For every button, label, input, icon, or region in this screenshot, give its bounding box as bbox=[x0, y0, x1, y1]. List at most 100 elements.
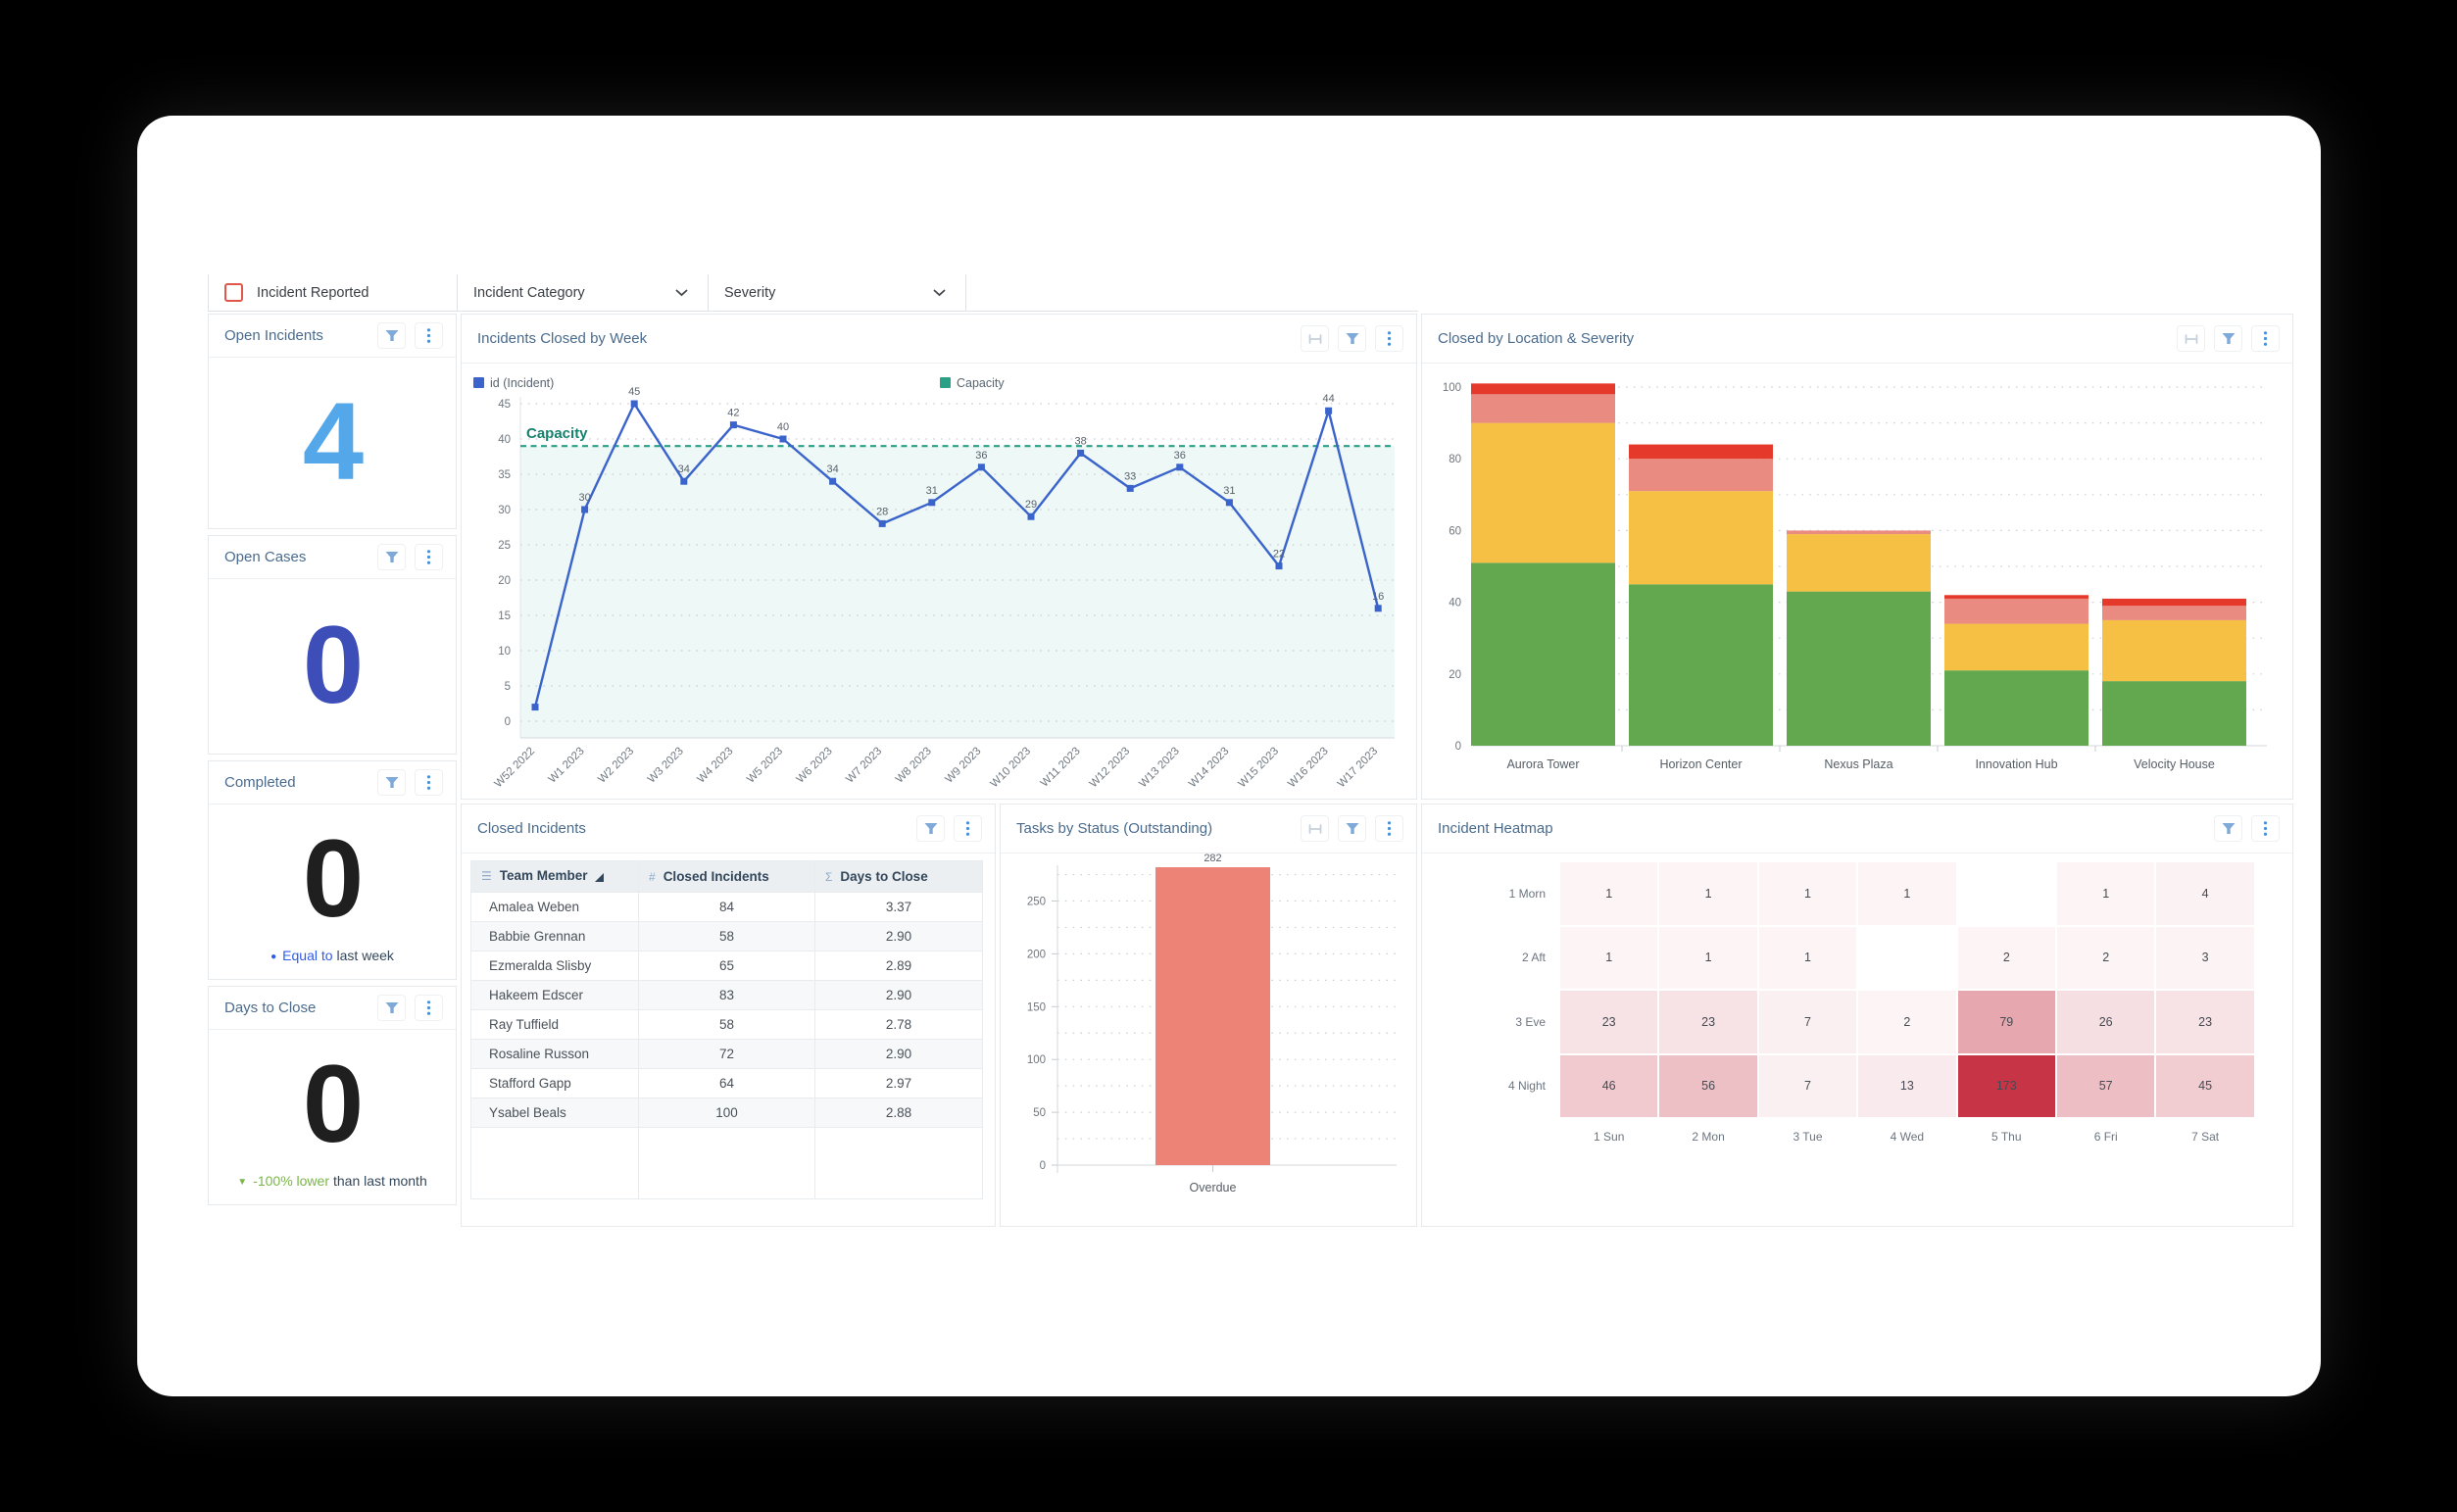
heatmap-cell[interactable]: 26 bbox=[2057, 991, 2155, 1053]
bar-segment-amber[interactable] bbox=[1471, 422, 1615, 563]
heatmap-cell[interactable]: 1 bbox=[1858, 862, 1956, 925]
bar-segment-amber[interactable] bbox=[2102, 619, 2246, 682]
filter-icon[interactable] bbox=[377, 322, 406, 349]
heatmap-cell[interactable]: 2 bbox=[2057, 926, 2155, 989]
table-row[interactable]: Stafford Gapp 64 2.97 bbox=[470, 1068, 983, 1098]
data-point[interactable] bbox=[829, 477, 837, 485]
filter-incident-reported[interactable]: Incident Reported bbox=[208, 274, 457, 311]
heatmap-cell[interactable]: 173 bbox=[1957, 1054, 2055, 1117]
data-point[interactable] bbox=[1027, 512, 1035, 520]
bar-segment-red[interactable] bbox=[1944, 595, 2088, 599]
data-point[interactable] bbox=[1225, 499, 1233, 507]
filter-incident-category[interactable]: Incident Category bbox=[457, 274, 708, 311]
heatmap-cell[interactable]: 1 bbox=[1560, 926, 1658, 989]
heatmap-cell[interactable]: 1 bbox=[2057, 862, 2155, 925]
heatmap-cell[interactable]: 23 bbox=[2156, 991, 2254, 1053]
heatmap-cell[interactable]: 1 bbox=[1659, 926, 1757, 989]
bar-segment-amber[interactable] bbox=[1787, 534, 1931, 592]
bar-segment-red[interactable] bbox=[1629, 444, 1773, 460]
filter-severity[interactable]: Severity bbox=[708, 274, 966, 311]
heatmap-cell[interactable]: 23 bbox=[1560, 991, 1658, 1053]
table-row[interactable]: Hakeem Edscer 83 2.90 bbox=[470, 980, 983, 1010]
heatmap-cell[interactable]: 45 bbox=[2156, 1054, 2254, 1117]
filter-icon[interactable] bbox=[916, 815, 945, 842]
data-point[interactable] bbox=[1176, 463, 1184, 471]
column-header[interactable]: # Closed Incidents bbox=[638, 860, 815, 893]
table-row[interactable]: Ysabel Beals 100 2.88 bbox=[470, 1097, 983, 1128]
kebab-icon[interactable] bbox=[1375, 815, 1403, 842]
heatmap-cell[interactable]: 2 bbox=[1858, 991, 1956, 1053]
heatmap-cell[interactable] bbox=[1958, 862, 2055, 925]
fit-icon[interactable] bbox=[1301, 325, 1329, 352]
bar-segment-green[interactable] bbox=[1629, 584, 1773, 746]
bar-segment-green[interactable] bbox=[2102, 681, 2246, 746]
bar-segment-salmon[interactable] bbox=[1944, 598, 2088, 624]
column-header[interactable]: Σ Days to Close bbox=[814, 860, 983, 893]
bar-segment-green[interactable] bbox=[1944, 670, 2088, 746]
fit-icon[interactable] bbox=[1301, 815, 1329, 842]
kebab-icon[interactable] bbox=[415, 322, 443, 349]
filter-icon[interactable] bbox=[2214, 815, 2242, 842]
heatmap-cell[interactable]: 1 bbox=[1560, 862, 1658, 925]
bar-segment-salmon[interactable] bbox=[1629, 459, 1773, 492]
heatmap-cell[interactable]: 1 bbox=[1659, 862, 1757, 925]
heatmap-cell[interactable]: 46 bbox=[1560, 1054, 1658, 1117]
bar-segment-amber[interactable] bbox=[1629, 491, 1773, 585]
heatmap-cell[interactable] bbox=[1858, 927, 1955, 990]
table-row[interactable]: Babbie Grennan 58 2.90 bbox=[470, 921, 983, 951]
data-point[interactable] bbox=[1374, 605, 1382, 612]
bar-overdue[interactable] bbox=[1155, 867, 1270, 1165]
bar-segment-salmon[interactable] bbox=[2102, 606, 2246, 620]
data-point[interactable] bbox=[581, 506, 589, 513]
data-point[interactable] bbox=[630, 400, 638, 408]
kebab-icon[interactable] bbox=[415, 769, 443, 796]
data-point[interactable] bbox=[779, 435, 787, 443]
heatmap-cell[interactable]: 57 bbox=[2057, 1054, 2155, 1117]
column-header[interactable]: ☰ Team Member bbox=[470, 860, 639, 893]
data-point[interactable] bbox=[1077, 449, 1085, 457]
data-point[interactable] bbox=[1325, 407, 1333, 415]
filter-icon[interactable] bbox=[1338, 325, 1366, 352]
data-point[interactable] bbox=[531, 704, 539, 711]
heatmap-cell[interactable]: 79 bbox=[1957, 991, 2055, 1053]
table-row[interactable]: Amalea Weben 84 3.37 bbox=[470, 892, 983, 922]
filter-icon[interactable] bbox=[377, 995, 406, 1021]
bar-segment-green[interactable] bbox=[1471, 562, 1615, 746]
bar-segment-salmon[interactable] bbox=[1787, 530, 1931, 535]
fit-icon[interactable] bbox=[2177, 325, 2205, 352]
data-point[interactable] bbox=[729, 421, 737, 429]
kebab-icon[interactable] bbox=[2251, 325, 2280, 352]
heatmap-cell[interactable]: 56 bbox=[1659, 1054, 1757, 1117]
data-point[interactable] bbox=[928, 499, 936, 507]
table-row[interactable]: Ray Tuffield 58 2.78 bbox=[470, 1009, 983, 1040]
heatmap-cell[interactable]: 7 bbox=[1758, 1054, 1857, 1117]
kebab-icon[interactable] bbox=[2251, 815, 2280, 842]
heatmap-cell[interactable]: 1 bbox=[1758, 926, 1857, 989]
data-point[interactable] bbox=[1126, 484, 1134, 492]
heatmap-cell[interactable]: 2 bbox=[1957, 926, 2055, 989]
incident-reported-checkbox[interactable] bbox=[224, 283, 243, 302]
bar-segment-red[interactable] bbox=[2102, 598, 2246, 607]
bar-segment-amber[interactable] bbox=[1944, 623, 2088, 671]
legend-label[interactable]: Capacity bbox=[957, 376, 1005, 390]
heatmap-cell[interactable]: 3 bbox=[2156, 926, 2254, 989]
heatmap-cell[interactable]: 13 bbox=[1858, 1054, 1956, 1117]
filter-icon[interactable] bbox=[2214, 325, 2242, 352]
kebab-icon[interactable] bbox=[1375, 325, 1403, 352]
kebab-icon[interactable] bbox=[415, 995, 443, 1021]
data-point[interactable] bbox=[1275, 562, 1283, 570]
heatmap-cell[interactable]: 7 bbox=[1758, 991, 1857, 1053]
heatmap-cell[interactable]: 1 bbox=[1758, 862, 1857, 925]
heatmap-cell[interactable]: 4 bbox=[2156, 862, 2254, 925]
data-point[interactable] bbox=[680, 477, 688, 485]
bar-segment-salmon[interactable] bbox=[1471, 394, 1615, 423]
table-row[interactable]: Ezmeralda Slisby 65 2.89 bbox=[470, 951, 983, 981]
kebab-icon[interactable] bbox=[415, 544, 443, 570]
filter-icon[interactable] bbox=[1338, 815, 1366, 842]
filter-icon[interactable] bbox=[377, 769, 406, 796]
legend-label[interactable]: id (Incident) bbox=[490, 376, 554, 390]
table-row[interactable]: Rosaline Russon 72 2.90 bbox=[470, 1039, 983, 1069]
bar-segment-red[interactable] bbox=[1471, 383, 1615, 395]
kebab-icon[interactable] bbox=[954, 815, 982, 842]
data-point[interactable] bbox=[878, 519, 886, 527]
